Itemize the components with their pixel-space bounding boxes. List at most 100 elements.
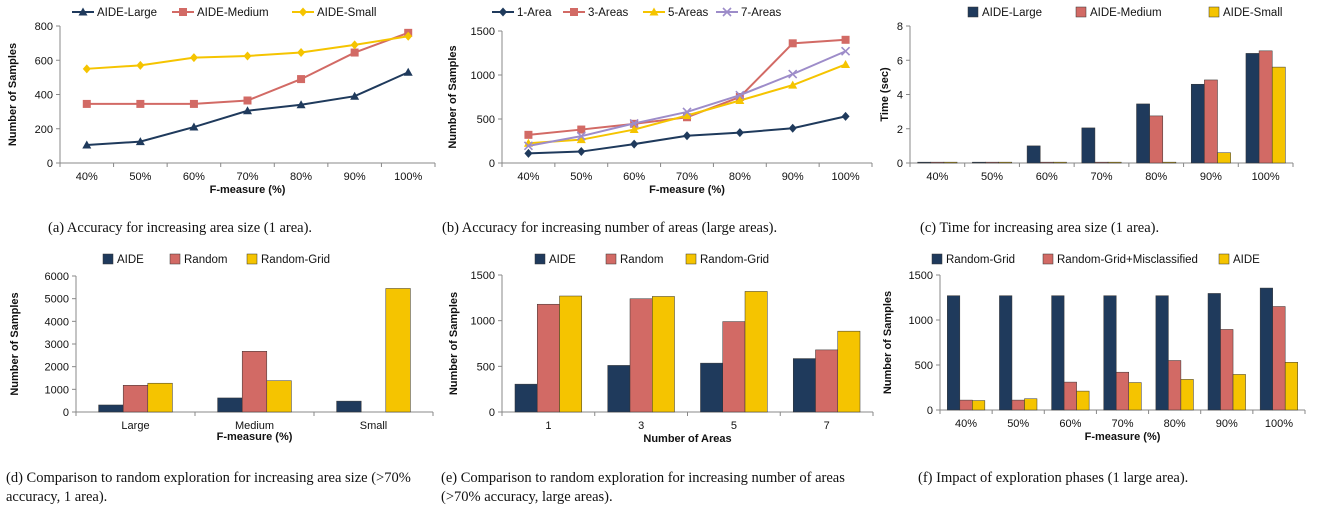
chart-c-legend-swatch xyxy=(1208,6,1220,18)
chart-d-x-tick-label: Medium xyxy=(235,420,274,432)
chart-a-legend-marker xyxy=(78,7,88,16)
chart-a: 0 200 400 600 800 40% 50% 60% 70% 80% 90% 100% F-mea… xyxy=(0,0,440,210)
chart-e-legend-swatch xyxy=(605,253,617,265)
chart-e-bar-random-grid xyxy=(652,296,675,413)
chart-e-y-tick-label: 500 xyxy=(477,361,495,373)
chart-a-series-aide-small-point xyxy=(297,48,306,58)
chart-e-bar-random xyxy=(629,298,653,413)
chart-b-series-1-area-point xyxy=(683,131,691,141)
chart-a-x-tick-label: 90% xyxy=(344,171,366,183)
chart-f-bar-random-grid-misclassified xyxy=(1220,329,1234,411)
chart-f-y-tick-label: 1500 xyxy=(909,270,933,282)
chart-c-bar-aide-small xyxy=(943,161,958,164)
chart-b-legend-marker xyxy=(722,7,732,17)
caption-e: (e) Comparison to random exploration for… xyxy=(441,470,845,505)
chart-e-bar-random-grid xyxy=(744,291,768,413)
chart-b-y-tick-label: 1500 xyxy=(471,26,495,38)
chart-f-bar-random-grid-misclassified xyxy=(1272,306,1286,411)
chart-f-x-axis-title: F-measure (%) xyxy=(1085,431,1161,443)
chart-f-bar-aide xyxy=(1024,398,1038,411)
chart-a-series-aide-small-point xyxy=(243,51,252,61)
chart-a-series-aide-medium-point xyxy=(136,99,145,108)
chart-a-series-aide-small-point xyxy=(82,64,91,74)
chart-d-bar-random xyxy=(241,351,268,413)
chart-a-x-axis-title: F-measure (%) xyxy=(210,184,286,196)
chart-e-bar-random-grid xyxy=(559,295,583,413)
chart-b-series-7-areas-point xyxy=(576,131,586,141)
chart-b-series-7-areas-point xyxy=(788,69,798,79)
chart-f-bar-random-grid xyxy=(947,295,961,411)
chart-b-series-1-area-point xyxy=(630,139,639,149)
chart-e-x-tick-label: 1 xyxy=(545,420,551,432)
chart-b-series-5-areas-point xyxy=(682,110,692,119)
chart-d-x-axis-title: F-measure (%) xyxy=(217,431,293,443)
chart-a-series-aide-medium-point xyxy=(243,96,252,105)
chart-e-legend-label: Random-Grid xyxy=(700,254,769,266)
chart-f-bar-random-grid xyxy=(1259,287,1273,411)
chart-a-legend-marker xyxy=(179,8,187,16)
chart-a-x-tick-label: 100% xyxy=(394,171,422,183)
chart-a-x-tick-label: 40% xyxy=(76,171,98,183)
chart-d-legend-swatch xyxy=(169,253,181,265)
chart-b-series-5-areas-point xyxy=(629,125,639,134)
chart-a-series-aide-medium-point xyxy=(350,48,359,57)
chart-a-series-aide-small-point xyxy=(404,31,413,41)
chart-b-series-5-areas-point xyxy=(788,80,798,89)
chart-e-bar-random-grid xyxy=(837,330,861,413)
chart-f: 0 500 1000 1500 40% 50% 60% 70% 80% 90% 100% F-meas… xyxy=(880,248,1320,448)
chart-f-legend-swatch xyxy=(1218,253,1230,265)
chart-d-legend-label: AIDE xyxy=(117,254,144,266)
chart-f-bar-random-grid xyxy=(1155,295,1169,411)
chart-f-legend-swatch xyxy=(931,253,943,265)
chart-c-bar-aide-large xyxy=(1245,53,1260,164)
chart-c-bar-aide-large xyxy=(917,161,932,164)
chart-d-y-tick-label: 6000 xyxy=(45,271,69,283)
caption-b: (b) Accuracy for increasing number of ar… xyxy=(442,220,778,236)
chart-e-bar-aide xyxy=(607,365,631,413)
chart-a-series-aide-large-point xyxy=(296,100,306,109)
chart-f-bar-random-grid-misclassified xyxy=(1115,371,1130,411)
chart-a-y-tick-label: 800 xyxy=(35,21,53,33)
chart-c-bar-aide-medium xyxy=(930,161,945,164)
chart-a-series-aide-medium-point xyxy=(82,99,91,108)
chart-e-bar-random xyxy=(815,349,839,413)
chart-f-x-tick-label: 90% xyxy=(1216,418,1238,430)
chart-e-y-tick-label: 0 xyxy=(489,407,495,419)
chart-f-x-tick-label: 50% xyxy=(1007,418,1029,430)
chart-e-x-tick-label: 5 xyxy=(731,420,737,432)
chart-a-series-aide-medium-point xyxy=(297,75,306,84)
chart-c-bar-aide-large xyxy=(1136,103,1150,164)
chart-a-x-tick-label: 60% xyxy=(183,171,205,183)
chart-e-legend-label: AIDE xyxy=(549,254,576,266)
chart-c-y-tick-label: 8 xyxy=(897,21,903,33)
chart-c-bar-aide-small xyxy=(1271,66,1286,164)
chart-c-bar-aide-small xyxy=(1162,161,1177,164)
chart-e-bar-aide xyxy=(514,383,538,413)
chart-f-bar-aide xyxy=(1232,374,1246,411)
chart-c-legend-label: AIDE-Large xyxy=(982,7,1042,19)
chart-c-bar-aide-medium xyxy=(1039,161,1054,164)
chart-a-series-aide-medium-point xyxy=(189,99,198,108)
chart-b-x-tick-label: 70% xyxy=(676,171,698,183)
chart-e-bar-aide xyxy=(700,362,723,413)
chart-a-series-aide-large-point xyxy=(403,67,413,76)
chart-b-series-5-areas-point xyxy=(576,135,586,144)
chart-d-bar-aide xyxy=(217,397,243,413)
chart-d: 0 1000 2000 3000 4000 5000 6000 Large Medium Smal… xyxy=(0,248,440,448)
chart-b-series-3-areas-point xyxy=(788,39,797,48)
chart-b-legend-label: 3-Areas xyxy=(588,7,629,19)
chart-d-bar-aide xyxy=(98,404,124,413)
chart-c: 0 2 4 6 8 40% 50% 60% 70% 80% 90% 100% Time (sec) AID… xyxy=(879,0,1320,210)
chart-c-legend-swatch xyxy=(967,6,979,18)
chart-b-y-tick-label: 500 xyxy=(477,114,495,126)
chart-e-y-tick-label: 1000 xyxy=(471,316,495,328)
chart-f-x-tick-label: 80% xyxy=(1164,418,1186,430)
chart-f-svg: 0 500 1000 1500 40% 50% 60% 70% 80% 90% 100% F-meas… xyxy=(882,253,1306,443)
chart-b: 0 500 1000 1500 40% 50% 60% 70% 80% 90% 100% F-meas… xyxy=(440,0,880,210)
chart-c-legend-label: AIDE-Medium xyxy=(1090,7,1162,19)
chart-b-legend-marker xyxy=(649,7,659,16)
chart-a-series-aide-small-point xyxy=(136,60,145,70)
chart-f-bar-random-grid-misclassified xyxy=(959,399,973,411)
chart-a-x-tick-label: 80% xyxy=(290,171,312,183)
chart-e-x-axis-title: Number of Areas xyxy=(643,433,731,445)
